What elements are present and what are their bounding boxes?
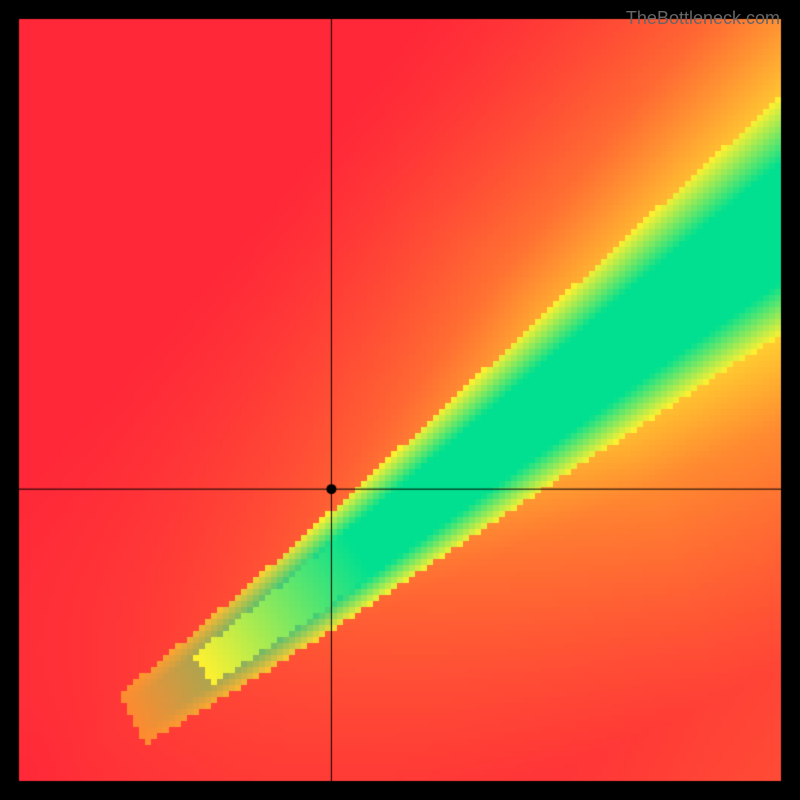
chart-container: TheBottleneck.com	[0, 0, 800, 800]
watermark-text: TheBottleneck.com	[626, 8, 780, 29]
bottleneck-heatmap	[0, 0, 800, 800]
